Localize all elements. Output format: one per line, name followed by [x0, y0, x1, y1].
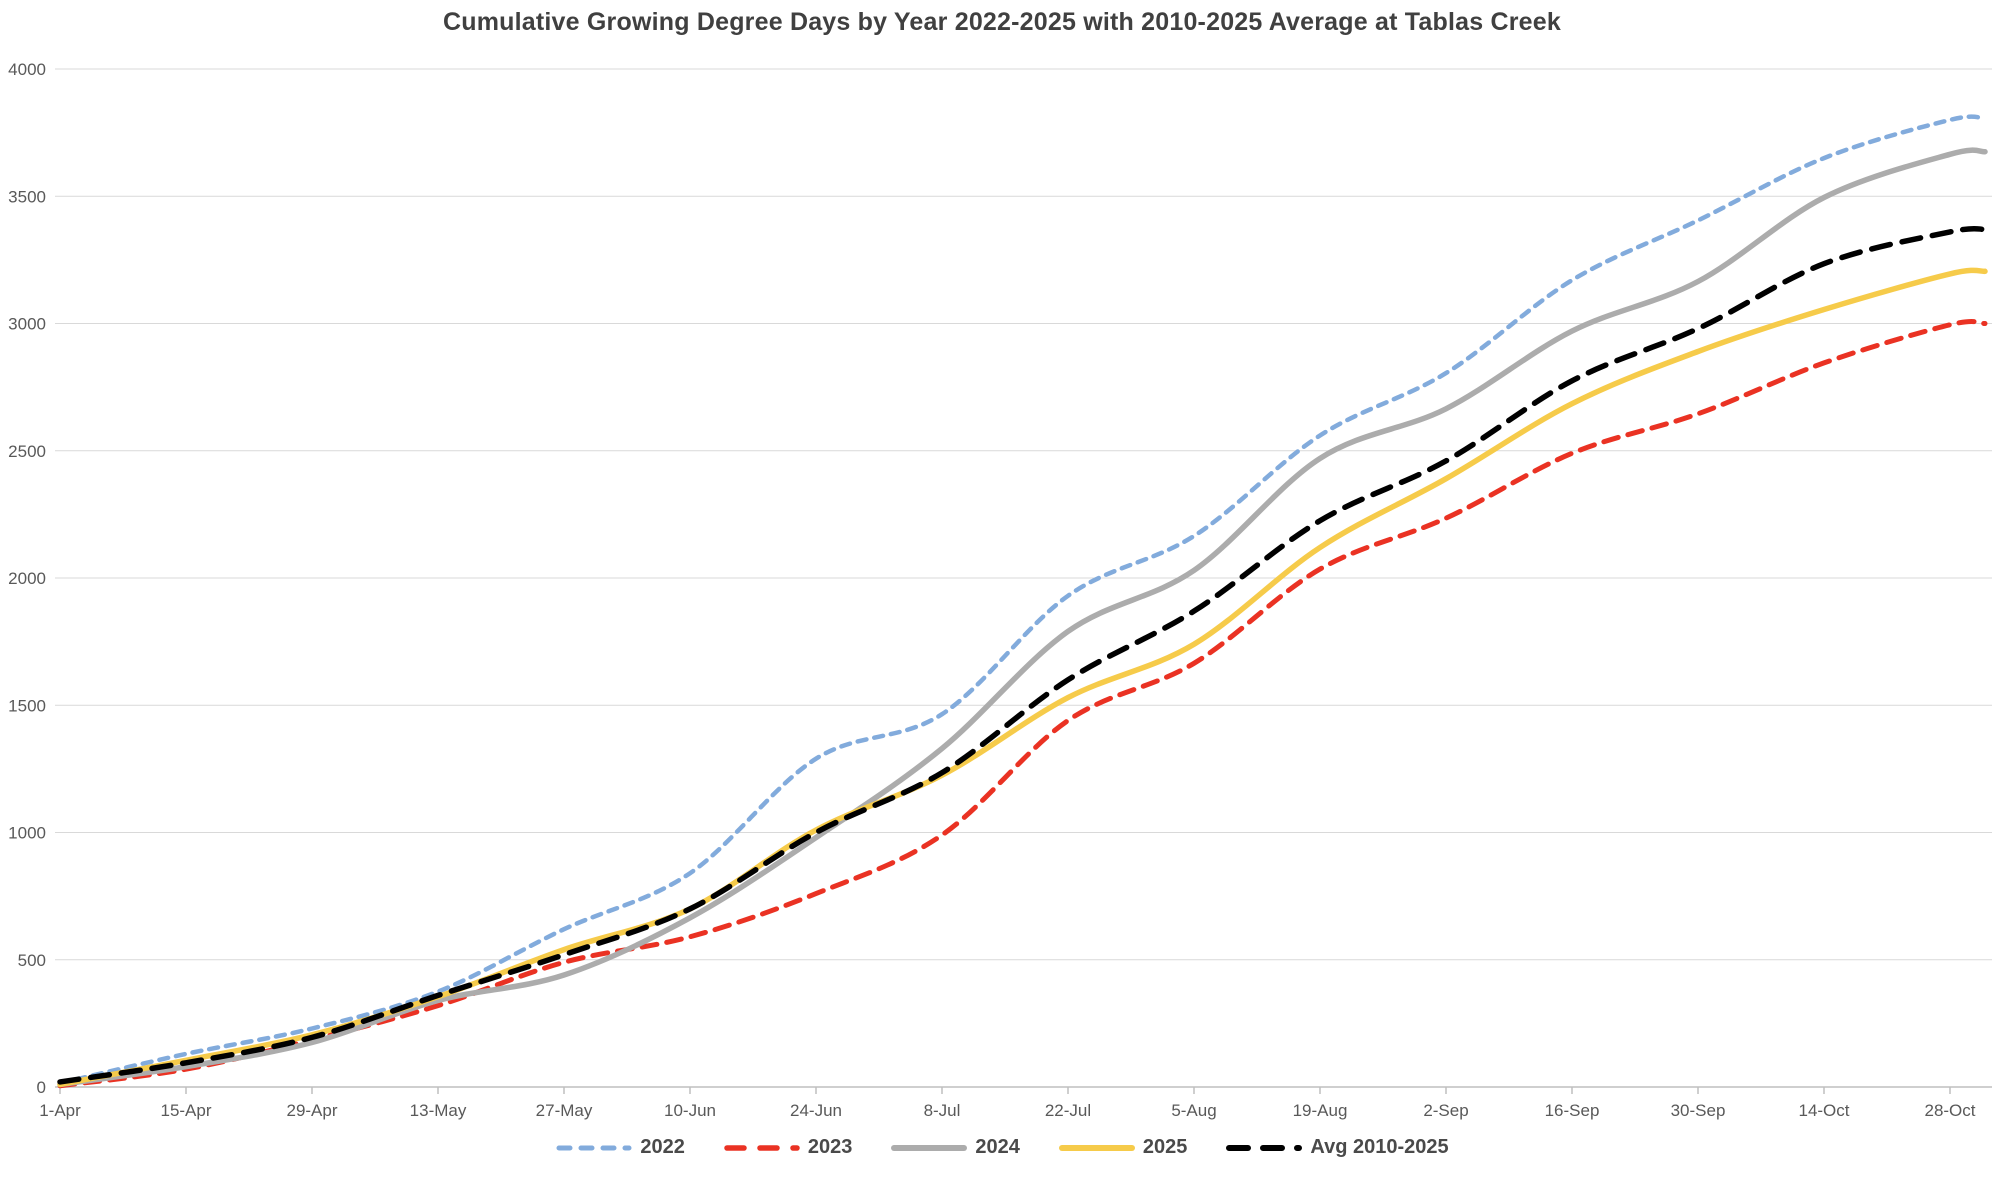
series-line-2022	[57, 114, 1988, 1086]
legend-item-2022: 2022	[555, 1136, 685, 1159]
x-tick-label: 30-Sep	[1671, 1101, 1726, 1120]
y-tick-label: 1000	[8, 824, 46, 843]
legend-item-avg-2010-2025: Avg 2010-2025	[1225, 1136, 1449, 1159]
x-tick-label: 16-Sep	[1545, 1101, 1600, 1120]
legend-swatch-avg-2010-2025	[1226, 1144, 1303, 1151]
chart-legend: 2022 2023 2024 2025 Avg 2010-2025	[0, 1136, 2004, 1159]
x-tick-label: 10-Jun	[664, 1101, 716, 1120]
series-line-2023	[57, 319, 1988, 1089]
legend-item-2024: 2024	[890, 1136, 1020, 1159]
x-tick-label: 27-May	[536, 1101, 593, 1120]
legend-swatch-2022	[556, 1145, 632, 1150]
x-tick-label: 24-Jun	[790, 1101, 842, 1120]
legend-item-2025: 2025	[1058, 1136, 1188, 1159]
series-lines	[57, 114, 1988, 1089]
y-tick-label: 3000	[8, 315, 46, 334]
y-tick-label: 3500	[8, 187, 46, 206]
x-tick-label: 13-May	[410, 1101, 467, 1120]
y-tick-label: 1500	[8, 696, 46, 715]
x-tick-label: 2-Sep	[1423, 1101, 1468, 1120]
legend-label-2025: 2025	[1142, 1136, 1188, 1158]
legend-swatch-2025	[1058, 1144, 1135, 1151]
gridlines	[55, 68, 1992, 961]
y-tick-label: 4000	[8, 60, 46, 79]
x-axis-labels: 1-Apr 15-Apr 29-Apr 13-May 27-May 10-Jun 24-Ju…	[39, 1101, 1976, 1120]
legend-label-2023: 2023	[807, 1136, 853, 1158]
x-tick-label: 15-Apr	[160, 1101, 211, 1120]
y-tick-label: 2000	[8, 569, 46, 588]
legend-label-avg-2010-2025: Avg 2010-2025	[1310, 1136, 1449, 1158]
x-tick-label: 5-Aug	[1171, 1101, 1216, 1120]
x-axis-ticks	[59, 1087, 1951, 1094]
line-chart-canvas: 0 500 1000 1500 2000 2500 3000 3500 4000 1-Apr 15-…	[8, 60, 1992, 1120]
series-line-2024	[57, 147, 1988, 1088]
series-line-avg-2010-2025	[57, 225, 1988, 1085]
legend-label-2022: 2022	[640, 1136, 685, 1158]
x-tick-label: 29-Apr	[286, 1101, 337, 1120]
legend-swatch-2023	[724, 1144, 800, 1151]
x-tick-label: 1-Apr	[39, 1101, 81, 1120]
chart-title: Cumulative Growing Degree Days by Year 2…	[443, 8, 1561, 36]
x-tick-label: 8-Jul	[924, 1101, 961, 1120]
series-line-2025	[57, 267, 1988, 1088]
legend-swatch-2024	[891, 1144, 968, 1151]
x-tick-label: 28-Oct	[1924, 1101, 1975, 1120]
x-tick-label: 14-Oct	[1798, 1101, 1849, 1120]
x-tick-label: 19-Aug	[1293, 1101, 1348, 1120]
x-tick-label: 22-Jul	[1045, 1101, 1091, 1120]
y-axis-labels: 0 500 1000 1500 2000 2500 3000 3500 4000	[8, 60, 46, 1097]
y-tick-label: 2500	[8, 442, 46, 461]
legend-label-2024: 2024	[975, 1136, 1020, 1158]
y-tick-label: 0	[37, 1078, 46, 1097]
legend-item-2023: 2023	[723, 1136, 853, 1159]
y-tick-label: 500	[18, 951, 46, 970]
